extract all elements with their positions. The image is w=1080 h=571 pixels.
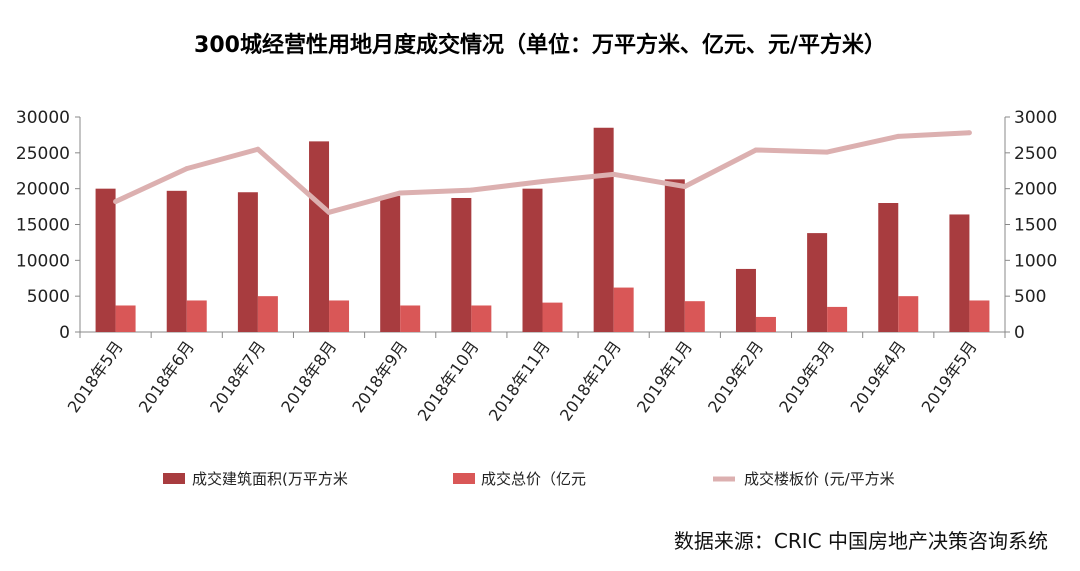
category-labels: 2018年5月 2018年6月 2018年7月 2018年8月 2018年9月 2018年… bbox=[64, 337, 981, 424]
category-label: 2018年5月 bbox=[64, 337, 127, 416]
y-right-tick-label: 3000 bbox=[1014, 108, 1057, 128]
bar-area bbox=[878, 203, 899, 332]
bar-total bbox=[613, 287, 634, 332]
bar-total bbox=[755, 316, 776, 332]
bar-total bbox=[186, 300, 207, 332]
category-label: 2018年7月 bbox=[206, 337, 269, 416]
price-point bbox=[895, 133, 901, 139]
price-point bbox=[326, 209, 332, 215]
price-line bbox=[113, 130, 972, 215]
bar-area bbox=[522, 188, 543, 332]
bar-area bbox=[807, 233, 828, 332]
bar-area bbox=[451, 197, 472, 332]
y-right-tick-label: 2500 bbox=[1014, 144, 1057, 164]
legend-label-total: 成交总价（亿元 bbox=[481, 470, 586, 488]
bar-area bbox=[237, 192, 258, 332]
legend: 成交建筑面积(万平方米 成交总价（亿元 成交楼板价 (元/平方米 bbox=[163, 470, 895, 488]
y-right-tick-label: 2000 bbox=[1014, 180, 1057, 200]
price-point bbox=[682, 184, 688, 190]
source-note: 数据来源：CRIC 中国房地产决策咨询系统 bbox=[674, 529, 1048, 553]
price-point bbox=[824, 149, 830, 155]
y-right-tick-label: 1000 bbox=[1014, 251, 1057, 271]
y-left-tick-label: 5000 bbox=[27, 287, 70, 307]
price-point bbox=[113, 199, 119, 205]
bar-total bbox=[329, 300, 350, 332]
y-left-tick-label: 30000 bbox=[16, 108, 70, 128]
category-label: 2019年3月 bbox=[775, 337, 838, 416]
category-label: 2019年1月 bbox=[633, 337, 696, 416]
category-label: 2018年9月 bbox=[348, 337, 411, 416]
bar-area bbox=[949, 214, 970, 332]
y-right-tick-label: 0 bbox=[1014, 323, 1025, 343]
y-left-tick-label: 10000 bbox=[16, 251, 70, 271]
bar-area bbox=[95, 188, 116, 332]
price-point bbox=[611, 171, 617, 177]
category-label: 2018年11月 bbox=[485, 337, 554, 424]
bar-area bbox=[735, 268, 756, 332]
category-label: 2019年2月 bbox=[704, 337, 767, 416]
bar-total bbox=[898, 296, 919, 332]
price-point bbox=[540, 179, 545, 184]
bar-total bbox=[542, 302, 563, 332]
price-point bbox=[966, 130, 972, 136]
price-point bbox=[753, 147, 759, 153]
bar-total bbox=[827, 306, 848, 332]
category-label: 2019年4月 bbox=[846, 337, 909, 416]
bar-total bbox=[684, 301, 705, 332]
bar-total bbox=[969, 300, 990, 332]
bar-area bbox=[664, 179, 685, 332]
y-left-tick-label: 25000 bbox=[16, 144, 70, 164]
bar-total bbox=[257, 296, 278, 332]
bar-area bbox=[309, 141, 330, 332]
price-point bbox=[184, 166, 190, 172]
legend-label-price: 成交楼板价 (元/平方米 bbox=[744, 470, 895, 488]
category-label: 2018年8月 bbox=[277, 337, 340, 416]
bar-total bbox=[115, 305, 136, 332]
category-label: 2018年10月 bbox=[414, 337, 483, 424]
bar-area bbox=[380, 195, 401, 332]
bar-total bbox=[471, 305, 492, 332]
category-label: 2018年6月 bbox=[135, 337, 198, 416]
price-point bbox=[468, 187, 474, 193]
bar-total bbox=[400, 305, 421, 332]
bar-area bbox=[593, 127, 614, 332]
y-right-tick-label: 500 bbox=[1014, 287, 1046, 307]
legend-swatch-area bbox=[163, 473, 185, 484]
legend-swatch-total bbox=[453, 473, 475, 484]
price-point bbox=[255, 146, 261, 152]
y-left-tick-label: 15000 bbox=[16, 216, 70, 236]
legend-label-area: 成交建筑面积(万平方米 bbox=[192, 470, 348, 488]
bars bbox=[95, 127, 990, 332]
category-label: 2019年5月 bbox=[918, 337, 981, 416]
axes: 0 5000 10000 15000 20000 25000 30000 0 500 1000 15… bbox=[16, 108, 1057, 343]
y-left-tick-label: 0 bbox=[59, 323, 70, 343]
chart-title: 300城经营性用地月度成交情况（单位：万平方米、亿元、元/平方米） bbox=[194, 32, 886, 58]
price-point bbox=[397, 190, 403, 196]
y-right-tick-label: 1500 bbox=[1014, 216, 1057, 236]
y-left-tick-label: 20000 bbox=[16, 180, 70, 200]
bar-area bbox=[166, 190, 187, 332]
category-label: 2018年12月 bbox=[556, 337, 625, 424]
